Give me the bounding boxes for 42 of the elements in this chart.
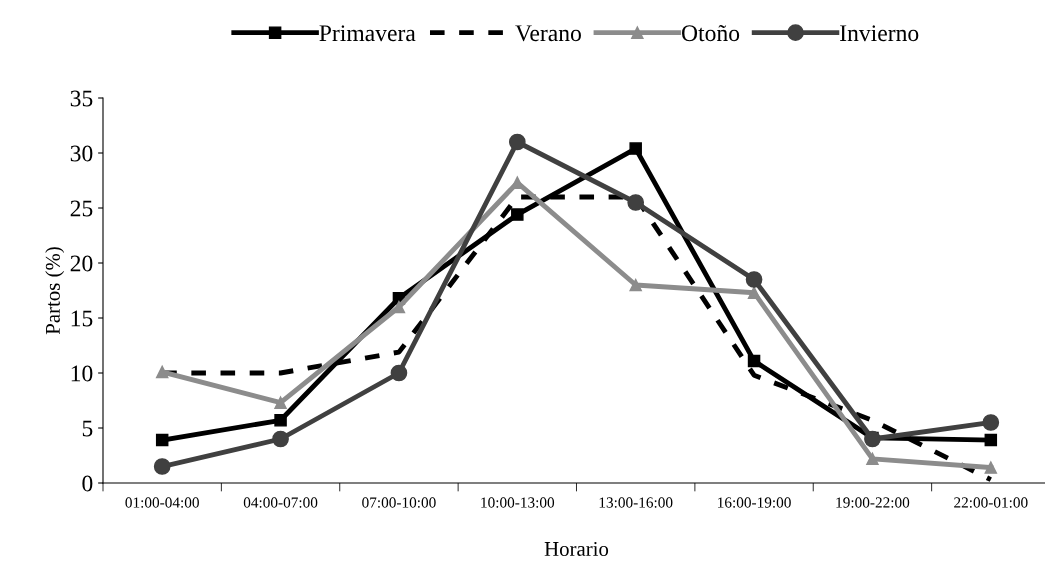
x-tick-label: 04:00-07:00 [243,497,318,508]
point [511,208,524,221]
y-tick-label: 15 [71,310,93,327]
point [984,461,998,474]
point [274,396,287,409]
y-tick-label: 25 [70,200,93,217]
point [747,286,761,299]
legend-label: Verano [515,25,581,42]
x-tick-label: 22:00-01:00 [954,497,1028,508]
y-tick-label: 35 [70,90,93,107]
y-tick-label: 30 [70,145,93,162]
point [153,458,171,475]
y-axis-title: Partos (%) [45,247,65,335]
x-tick-label: 13:00-16:00 [599,497,673,508]
y-tick-label: 5 [82,420,93,437]
point [274,414,287,427]
point [629,278,642,292]
point [392,300,406,314]
x-tick-label: 07:00-10:00 [362,497,436,508]
point [629,142,642,155]
legend-label: Primavera [319,25,416,42]
point [155,433,169,447]
point [982,414,1000,431]
point [155,365,169,379]
x-tick-label: 10:00-13:00 [481,497,555,508]
x-tick-label: 01:00-04:00 [125,497,199,508]
point [866,452,879,466]
x-axis-title: Horario [544,541,609,556]
point [747,354,761,368]
x-tick-label: 19:00-22:00 [836,497,910,508]
point [390,364,408,382]
point [508,133,526,151]
point [984,433,998,447]
y-tick-label: 0 [82,475,93,492]
point [272,430,289,448]
y-tick-label: 20 [70,255,93,272]
legend-label: Invierno [840,25,919,42]
y-tick-label: 10 [71,365,93,382]
point [745,271,763,288]
point [627,194,645,211]
x-tick-label: 16:00-19:00 [718,497,791,508]
legend-label: Otoño [681,25,740,42]
